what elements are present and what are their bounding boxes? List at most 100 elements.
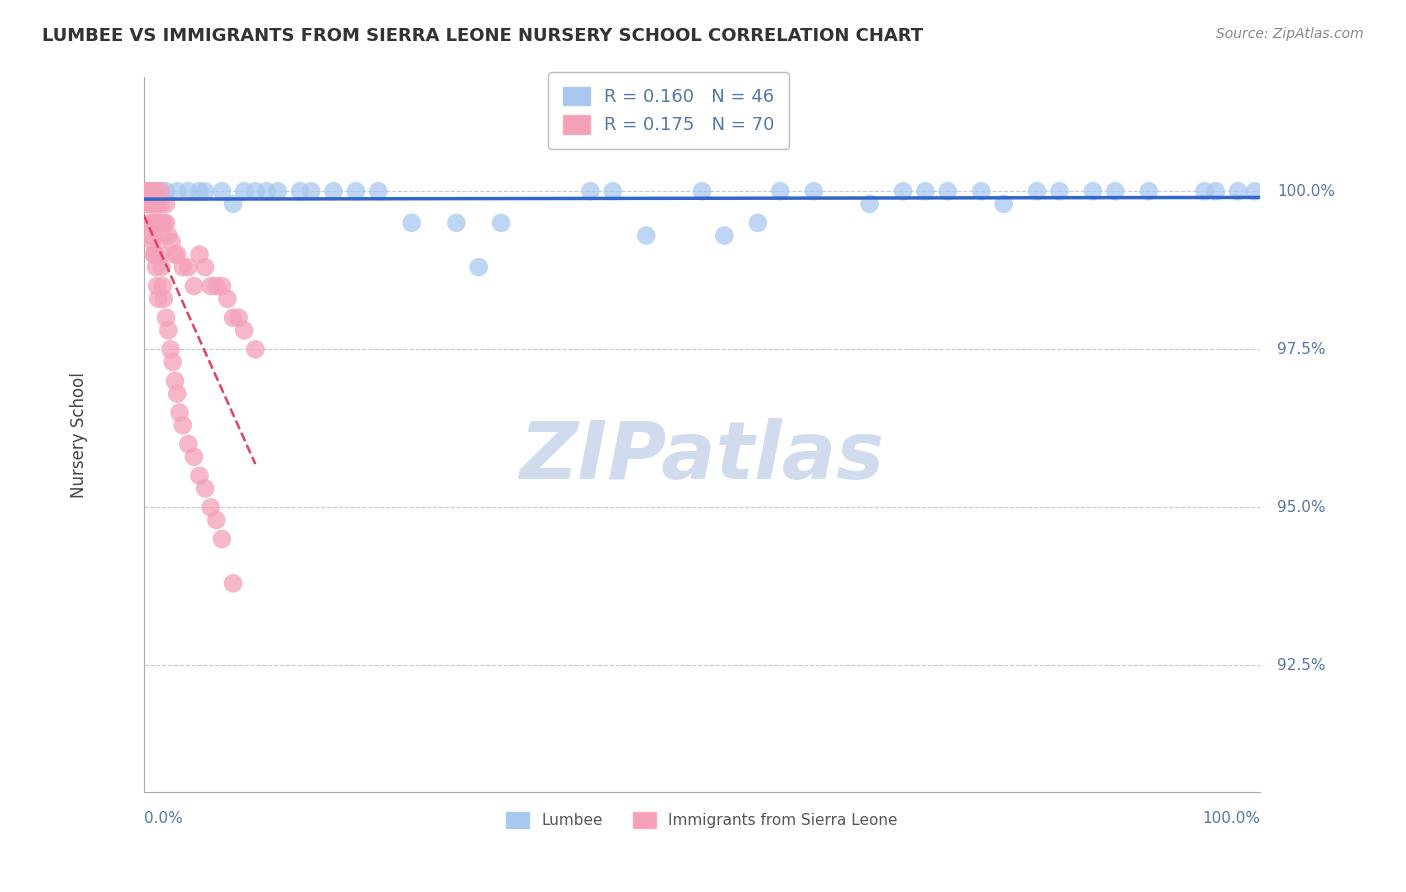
Point [228, 310, 250, 325]
Point [222, 197, 245, 211]
Point [222, 576, 245, 591]
Point [148, 216, 170, 230]
Point [194, 184, 217, 198]
Point [145, 216, 167, 230]
Point [166, 247, 188, 261]
Point [143, 247, 166, 261]
Point [256, 184, 278, 198]
Point [579, 184, 602, 198]
Point [166, 184, 188, 198]
Point [1243, 184, 1265, 198]
Point [138, 184, 160, 198]
Point [936, 184, 959, 198]
Point [135, 184, 157, 198]
Text: ZIPatlas: ZIPatlas [520, 417, 884, 496]
Point [914, 184, 936, 198]
Point [177, 437, 200, 451]
Point [163, 374, 186, 388]
Point [188, 247, 211, 261]
Point [155, 184, 177, 198]
Point [1194, 184, 1216, 198]
Point [211, 279, 233, 293]
Point [322, 184, 344, 198]
Point [141, 184, 163, 198]
Text: 100.0%: 100.0% [1277, 184, 1336, 199]
Point [146, 279, 169, 293]
Point [159, 343, 181, 357]
Point [1081, 184, 1104, 198]
Point [138, 184, 160, 198]
Point [183, 450, 205, 464]
Text: 0.0%: 0.0% [143, 811, 183, 826]
Point [217, 292, 239, 306]
Point [233, 323, 256, 337]
Point [1137, 184, 1160, 198]
Point [188, 184, 211, 198]
Point [177, 260, 200, 274]
Point [690, 184, 713, 198]
Point [172, 418, 194, 433]
Point [153, 292, 176, 306]
Point [149, 184, 172, 198]
Legend: Lumbee, Immigrants from Sierra Leone: Lumbee, Immigrants from Sierra Leone [501, 806, 904, 834]
Point [152, 279, 174, 293]
Point [146, 197, 169, 211]
Text: LUMBEE VS IMMIGRANTS FROM SIERRA LEONE NURSERY SCHOOL CORRELATION CHART: LUMBEE VS IMMIGRANTS FROM SIERRA LEONE N… [42, 27, 924, 45]
Point [1104, 184, 1126, 198]
Point [467, 260, 489, 274]
Point [367, 184, 389, 198]
Point [139, 197, 162, 211]
Point [150, 216, 173, 230]
Point [172, 260, 194, 274]
Point [267, 184, 290, 198]
Point [891, 184, 914, 198]
Point [136, 184, 159, 198]
Point [142, 235, 165, 249]
Point [194, 260, 217, 274]
Point [163, 247, 186, 261]
Point [188, 468, 211, 483]
Point [142, 197, 165, 211]
Point [211, 184, 233, 198]
Point [169, 406, 191, 420]
Point [136, 197, 159, 211]
Point [155, 310, 177, 325]
Text: 97.5%: 97.5% [1277, 342, 1326, 357]
Point [149, 197, 172, 211]
Point [1227, 184, 1250, 198]
Point [136, 184, 159, 198]
Point [136, 184, 159, 198]
Point [166, 386, 188, 401]
Point [288, 184, 311, 198]
Point [602, 184, 624, 198]
Point [401, 216, 423, 230]
Point [155, 197, 177, 211]
Point [993, 197, 1015, 211]
Point [299, 184, 322, 198]
Point [143, 197, 166, 211]
Point [713, 228, 735, 243]
Text: 95.0%: 95.0% [1277, 500, 1326, 515]
Point [139, 216, 162, 230]
Point [200, 500, 222, 515]
Text: Nursery School: Nursery School [70, 372, 89, 498]
Point [148, 292, 170, 306]
Point [205, 513, 228, 527]
Point [153, 216, 176, 230]
Point [152, 228, 174, 243]
Point [446, 216, 468, 230]
Point [148, 216, 170, 230]
Point [200, 279, 222, 293]
Point [970, 184, 993, 198]
Point [769, 184, 792, 198]
Point [150, 260, 173, 274]
Point [1047, 184, 1070, 198]
Point [138, 197, 160, 211]
Text: 100.0%: 100.0% [1202, 811, 1260, 826]
Text: Source: ZipAtlas.com: Source: ZipAtlas.com [1216, 27, 1364, 41]
Point [142, 247, 165, 261]
Point [141, 228, 163, 243]
Text: 92.5%: 92.5% [1277, 658, 1326, 673]
Point [747, 216, 769, 230]
Point [162, 355, 184, 369]
